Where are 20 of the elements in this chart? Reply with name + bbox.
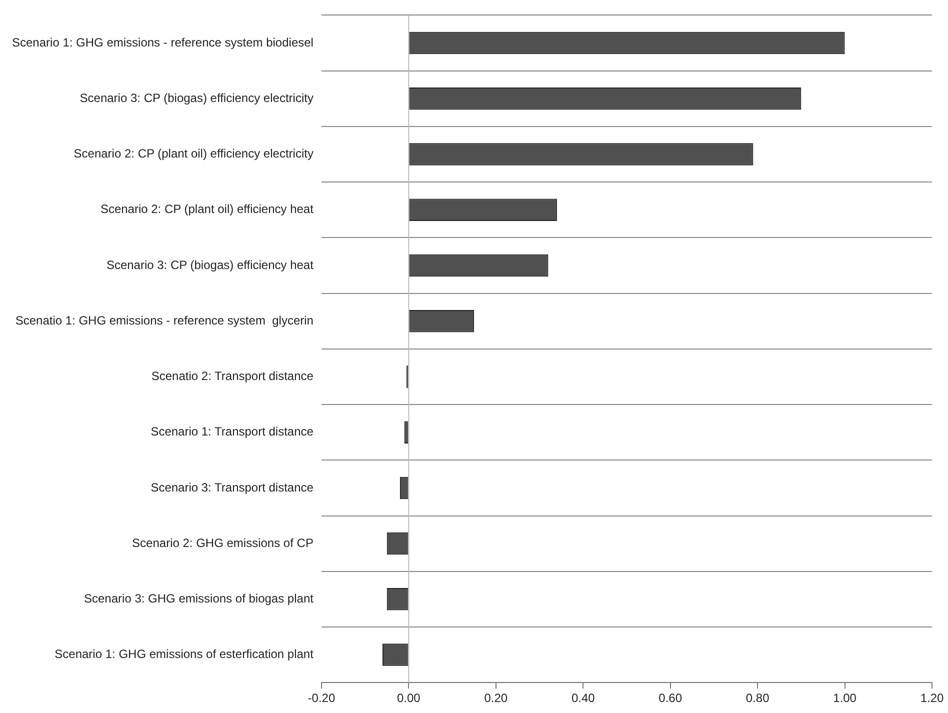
y-tick-label: Scenario 2: GHG emissions of CP bbox=[132, 536, 314, 550]
y-tick-label: Scenario 3: CP (biogas) efficiency electricity bbox=[80, 90, 314, 105]
x-tick-label: 0.20 bbox=[484, 691, 508, 706]
y-tick-label: Scenario 1: GHG emissions of esterfication plant bbox=[54, 647, 314, 662]
y-tick-label: Scenatio 2: Transport distance bbox=[151, 369, 314, 384]
x-tick-label: 1.20 bbox=[920, 691, 944, 706]
y-tick-label: Scenario 3: Transport distance bbox=[150, 480, 314, 494]
y-tick-label: Scenario 3: CP (biogas) efficiency heat bbox=[106, 258, 314, 272]
x-tick-label: 0.00 bbox=[396, 691, 421, 706]
y-tick-label: Scenario 3: GHG emissions of biogas plant bbox=[84, 591, 314, 606]
y-tick-label: Scenatio 1: GHG emissions - reference system glycerin bbox=[15, 313, 314, 328]
y-tick-label: Scenario 1: Transport distance bbox=[150, 424, 314, 439]
y-tick-label: Scenario 2: CP (plant oil) efficiency heat bbox=[100, 202, 314, 216]
x-tick-label: 0.60 bbox=[658, 691, 682, 706]
x-tick-label: 1.00 bbox=[833, 691, 857, 706]
x-tick-label: -0.20 bbox=[308, 691, 336, 706]
y-tick-label: Scenario 2: CP (plant oil) efficiency electricity bbox=[74, 146, 314, 161]
x-tick-label: 0.40 bbox=[571, 691, 596, 706]
x-tick-label: 0.80 bbox=[746, 691, 770, 706]
y-tick-label: Scenario 1: GHG emissions - reference system biodiesel bbox=[12, 35, 314, 50]
